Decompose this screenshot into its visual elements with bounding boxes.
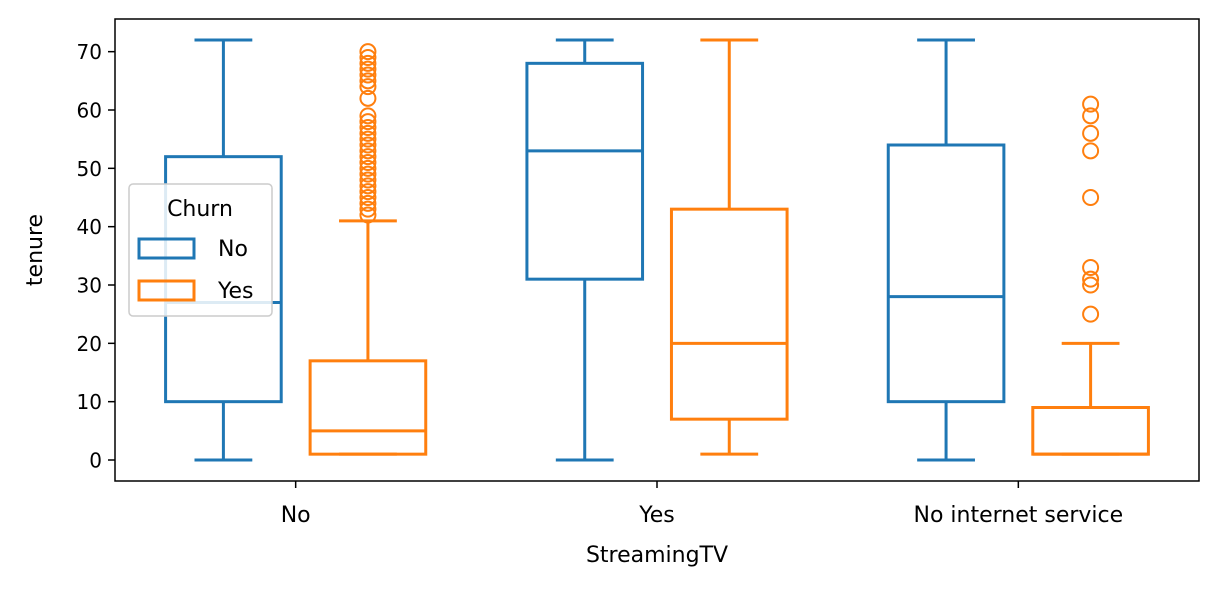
x-tick-label: Yes — [638, 503, 675, 528]
legend-label-yes: Yes — [217, 279, 254, 304]
outlier-point — [359, 194, 377, 212]
y-tick-label: 0 — [89, 449, 102, 473]
legend-label-no: No — [218, 237, 248, 262]
x-tick-label: No internet service — [913, 503, 1123, 528]
box-group — [886, 38, 1006, 462]
y-tick-label: 10 — [77, 390, 102, 414]
outlier-point — [359, 200, 377, 218]
box-iqr — [669, 207, 789, 421]
box-iqr — [1031, 406, 1150, 456]
outlier-point — [1082, 270, 1100, 288]
outlier-point — [359, 154, 377, 171]
outlier-point — [359, 43, 377, 61]
y-tick-label: 50 — [77, 157, 102, 181]
outlier-point — [1082, 276, 1100, 294]
box-group — [525, 38, 645, 462]
y-tick-label: 30 — [77, 274, 102, 298]
outlier-point — [359, 66, 377, 84]
outlier-point — [1082, 142, 1100, 160]
outlier-point — [359, 177, 377, 195]
outlier-point — [359, 119, 377, 136]
legend-frame — [128, 183, 273, 317]
outlier-point — [359, 159, 377, 177]
y-axis-label: tenure — [23, 214, 48, 286]
outlier-point — [359, 113, 377, 131]
outlier-point — [359, 130, 377, 148]
outlier-point — [359, 78, 377, 96]
outlier-point — [1082, 305, 1100, 323]
box-iqr — [886, 143, 1006, 404]
outlier-point — [359, 148, 377, 166]
outlier-point — [359, 60, 377, 78]
outlier-point — [359, 142, 377, 160]
legend-swatch-yes — [137, 279, 196, 302]
outlier-point — [359, 165, 377, 183]
x-tick-label: No — [281, 503, 311, 528]
outlier-point — [1082, 124, 1100, 142]
outlier-point — [359, 124, 377, 142]
outlier-point — [359, 171, 377, 189]
outlier-point — [359, 107, 377, 125]
box-iqr — [525, 61, 645, 281]
outlier-point — [359, 49, 377, 66]
y-tick-label: 70 — [77, 40, 102, 64]
outlier-point — [359, 89, 377, 107]
outlier-point — [1082, 259, 1100, 276]
outlier-point — [359, 183, 377, 201]
outlier-point — [359, 72, 377, 90]
y-tick-label: 40 — [77, 215, 102, 239]
outlier-point — [1082, 189, 1100, 206]
outlier-point — [1082, 107, 1100, 125]
y-tick-label: 20 — [77, 332, 102, 356]
outlier-point — [359, 189, 377, 206]
outlier-point — [359, 136, 377, 154]
outlier-point — [1082, 95, 1100, 113]
plot-frame — [114, 18, 1200, 482]
y-tick-label: 60 — [77, 99, 102, 123]
box-group — [308, 43, 428, 456]
legend-title: Churn — [167, 197, 233, 222]
legend-swatch-no — [137, 237, 196, 260]
outlier-point — [359, 206, 377, 224]
x-axis-label: StreamingTV — [586, 543, 728, 568]
box-group — [669, 38, 789, 456]
legend: Churn No Yes — [128, 183, 273, 317]
box-iqr — [308, 359, 428, 456]
outlier-point — [359, 54, 377, 72]
box-group — [1031, 95, 1150, 456]
